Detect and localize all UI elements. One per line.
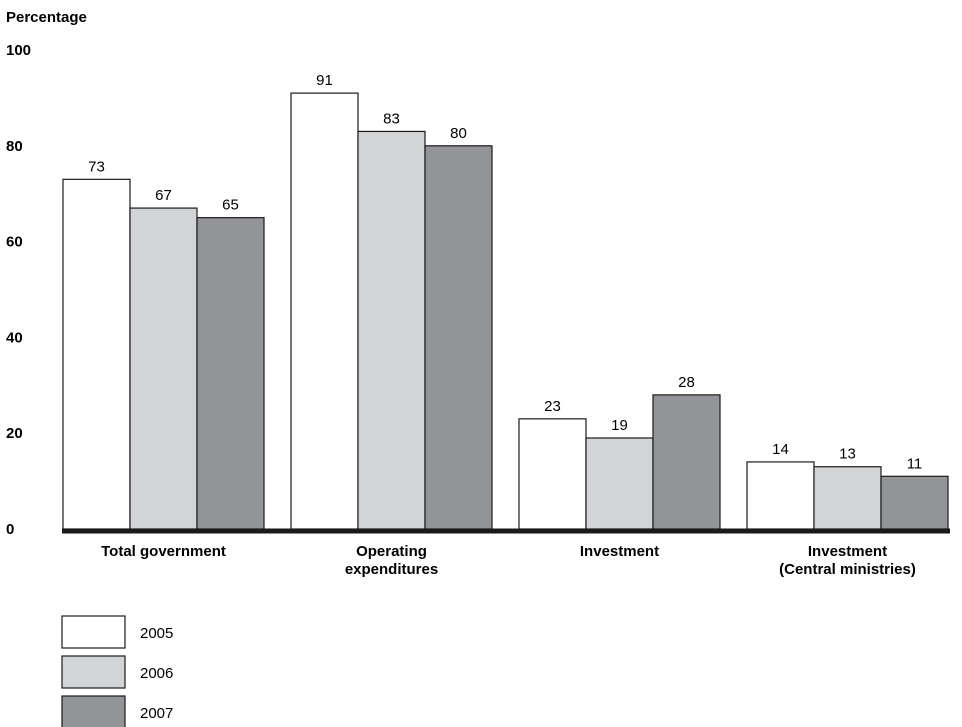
category-label: expenditures: [345, 561, 438, 578]
legend-swatch-2005: [61, 615, 126, 649]
category-label: Total government: [101, 543, 226, 560]
bar-2005: [746, 461, 815, 530]
y-tick-label: 0: [6, 521, 14, 538]
bar-2006: [813, 466, 882, 530]
y-tick-label: 100: [6, 42, 31, 59]
bar-2007: [424, 145, 493, 530]
data-label: 14: [772, 441, 789, 458]
data-label: 65: [222, 197, 239, 214]
category-label: Operating: [356, 543, 427, 560]
bar-2005: [518, 418, 587, 530]
legend-swatch-2006: [61, 655, 126, 689]
bar-2007: [196, 217, 265, 530]
bars: 73 91 23 14 67 83 19 13 65 80 28 11: [62, 72, 949, 530]
y-tick-label: 20: [6, 425, 23, 442]
data-label: 91: [316, 72, 333, 89]
legend-label: 2005: [140, 625, 173, 642]
data-label: 11: [907, 455, 923, 472]
data-label: 23: [544, 398, 561, 415]
data-label: 83: [383, 110, 400, 127]
data-label: 73: [88, 158, 105, 175]
data-label: 28: [678, 374, 695, 391]
bar-2007: [880, 475, 949, 530]
category-label: Investment: [580, 543, 659, 560]
legend-label: 2007: [140, 705, 173, 722]
data-label: 13: [839, 446, 856, 463]
legend: 2005 2006 2007: [61, 615, 173, 727]
data-label: 19: [611, 417, 628, 434]
y-tick-label: 60: [6, 234, 23, 251]
bar-2005: [290, 92, 359, 530]
legend-label: 2006: [140, 665, 173, 682]
legend-swatch-2007: [61, 695, 126, 727]
y-axis-ticks: 0 20 40 60 80 100: [6, 42, 31, 538]
data-label: 67: [155, 187, 172, 204]
bar-2006: [357, 130, 426, 530]
y-tick-label: 40: [6, 329, 23, 346]
category-label: (Central ministries): [779, 561, 916, 578]
y-tick-label: 80: [6, 138, 23, 155]
bar-2007: [652, 394, 721, 530]
bar-2006: [585, 437, 654, 530]
bar-2005: [62, 178, 131, 530]
category-label: Investment: [808, 543, 887, 560]
data-label: 80: [450, 125, 467, 142]
y-axis-title: Percentage: [6, 9, 87, 26]
bar-2006: [129, 207, 198, 530]
